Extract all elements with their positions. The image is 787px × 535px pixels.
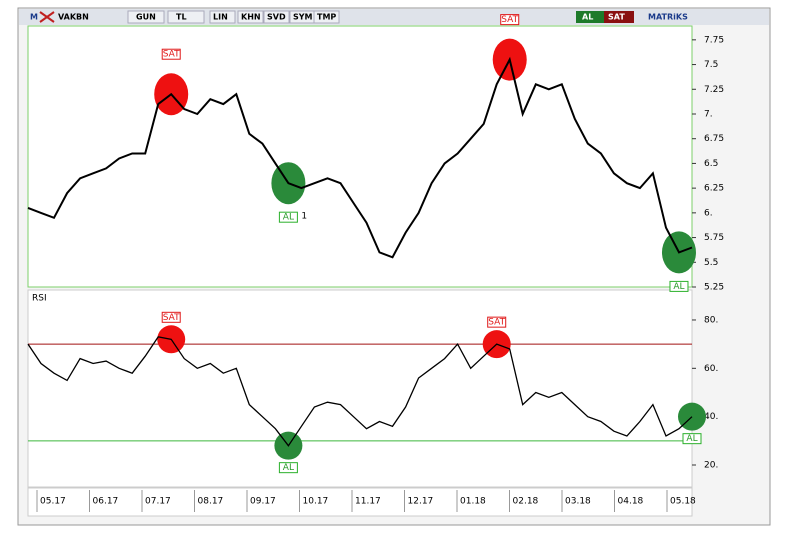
annotation: 1 (301, 212, 307, 222)
toolbar-button[interactable]: LIN (213, 13, 228, 22)
x-tick-label: 05.17 (40, 497, 66, 507)
signal-label: SAT (163, 50, 180, 60)
signal-box (161, 311, 181, 323)
price-panel (27, 25, 693, 288)
signal-box (682, 433, 702, 445)
x-axis (27, 487, 693, 517)
signal-box (161, 48, 181, 60)
buy-bg (576, 11, 604, 23)
signal-label: AL (283, 463, 294, 473)
logo-icon (39, 11, 55, 23)
y-tick-label: 80. (704, 315, 718, 325)
toolbar-button-bg (263, 10, 290, 24)
y-tick-label: 6.25 (704, 184, 724, 194)
x-tick-label: 09.17 (250, 497, 276, 507)
y-tick-label: 7. (704, 109, 713, 119)
symbol[interactable]: VAKBN (58, 13, 89, 22)
toolbar-button[interactable]: TMP (317, 13, 336, 22)
y-tick-label: 7.5 (704, 60, 718, 70)
x-tick-label: 01.18 (460, 497, 486, 507)
x-tick-label: 02.18 (513, 497, 539, 507)
toolbar-button-bg (209, 10, 236, 24)
toolbar-button[interactable]: SYM (293, 13, 313, 22)
y-tick-label: 7.25 (704, 85, 724, 95)
x-tick-label: 03.18 (565, 497, 591, 507)
logo: M (30, 13, 38, 22)
rsi-panel (27, 289, 693, 488)
y-tick-label: 60. (704, 364, 718, 374)
y-tick-label: 5.75 (704, 233, 724, 243)
signal-label: SAT (501, 15, 518, 25)
y-tick-label: 6. (704, 208, 713, 218)
x-tick-label: 10.17 (303, 497, 329, 507)
toolbar-button[interactable]: TL (176, 13, 187, 22)
x-tick-label: 05.18 (670, 497, 696, 507)
x-tick-label: 11.17 (355, 497, 381, 507)
toolbar-button-bg (237, 10, 264, 24)
x-tick-label: 04.18 (618, 497, 644, 507)
sell-bg (604, 11, 634, 23)
sell-button[interactable]: SAT (608, 13, 625, 22)
signal-label: AL (673, 282, 684, 292)
y-tick-label: 40. (704, 412, 718, 422)
y-tick-label: 6.5 (704, 159, 718, 169)
y-tick-label: 6.75 (704, 134, 724, 144)
signal-label: SAT (488, 318, 505, 328)
price-line (27, 336, 693, 447)
price-line (27, 56, 693, 259)
y-tick-label: 5.5 (704, 258, 718, 268)
signal-label: AL (686, 434, 697, 444)
signal-label: SAT (163, 313, 180, 323)
toolbar-button[interactable]: KHN (241, 13, 261, 22)
toolbar-button-bg (313, 10, 340, 24)
x-tick-label: 08.17 (198, 497, 224, 507)
y-tick-label: 5.25 (704, 283, 724, 293)
toolbar-button-bg (127, 10, 165, 24)
signal-box (669, 280, 689, 292)
toolbar-button-bg (167, 10, 205, 24)
x-tick-label: 06.17 (93, 497, 119, 507)
toolbar-button[interactable]: SVD (267, 13, 286, 22)
signal-box (278, 211, 298, 223)
signal-label: AL (283, 213, 294, 223)
y-tick-label: 7.75 (704, 35, 724, 45)
x-tick-label: 07.17 (145, 497, 171, 507)
signal-box (487, 316, 507, 328)
brand: MATRiKS (648, 13, 688, 22)
signal-box (500, 14, 520, 26)
y-tick-label: 20. (704, 461, 718, 471)
panel-title: RSI (32, 294, 47, 304)
buy-button[interactable]: AL (582, 13, 593, 22)
x-tick-label: 12.17 (408, 497, 434, 507)
signal-box (278, 462, 298, 474)
toolbar-button[interactable]: GUN (136, 13, 156, 22)
